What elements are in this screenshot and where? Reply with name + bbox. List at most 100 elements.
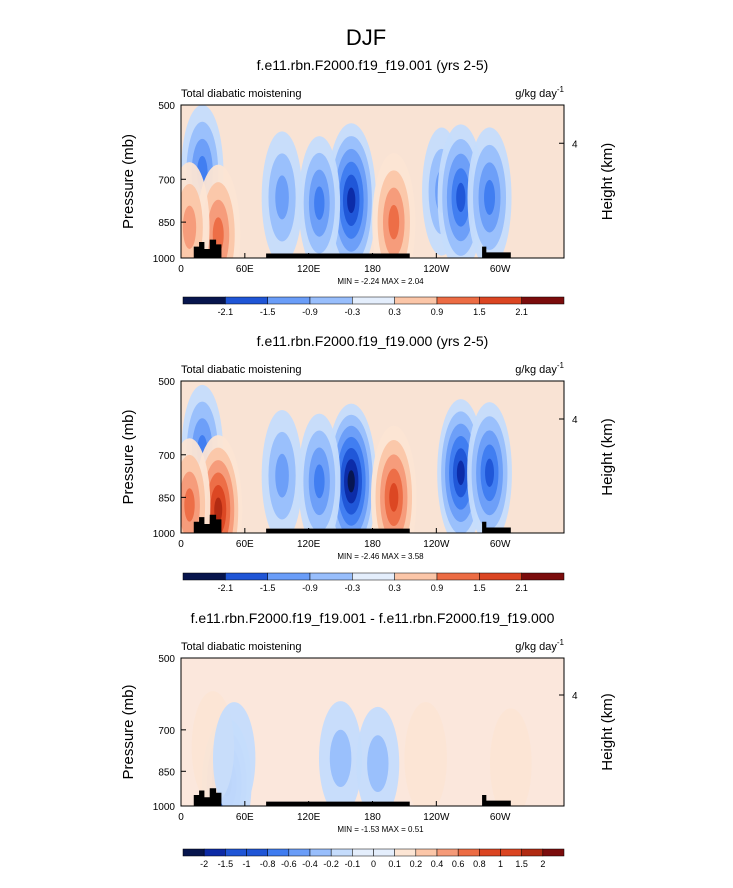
- panel-3: f.e11.rbn.F2000.f19_f19.001 - f.e11.rbn.…: [120, 610, 616, 869]
- topography-block-3: [482, 246, 511, 258]
- contour-level: [367, 735, 389, 793]
- colorbar-label: 0.9: [431, 307, 444, 317]
- contour-level: [490, 708, 532, 806]
- colorbar-label: -0.6: [281, 859, 297, 869]
- colorbar-label: -0.2: [323, 859, 339, 869]
- colorbar-box: [521, 296, 565, 305]
- panel-title: f.e11.rbn.F2000.f19_f19.000 (yrs 2-5): [257, 333, 489, 349]
- contour-level: [484, 179, 496, 215]
- field-feature-2: [298, 413, 341, 533]
- colorbar-box: [225, 572, 268, 581]
- colorbar-label: 0.9: [431, 583, 444, 593]
- y-tick-label: 700: [158, 175, 175, 186]
- colorbar-box: [479, 296, 522, 305]
- colorbar-box: [352, 296, 395, 305]
- colorbar-box: [542, 848, 565, 857]
- colorbar-box: [479, 848, 501, 857]
- colorbar-box: [436, 848, 459, 857]
- colorbar-label: -2.1: [218, 307, 234, 317]
- colorbar-label: -0.1: [345, 859, 361, 869]
- colorbar-label: -0.3: [345, 583, 361, 593]
- units-label: g/kg day-1: [515, 85, 564, 100]
- colorbar-label: -2: [200, 859, 208, 869]
- y-tick-label: 850: [158, 493, 175, 504]
- x-tick-label: 0: [178, 539, 184, 550]
- y-tick-label: 500: [158, 654, 175, 665]
- y-tick-label: 1000: [153, 254, 176, 265]
- field-feature-6: [467, 402, 512, 533]
- x-tick-label: 60W: [490, 264, 511, 275]
- panel-2: f.e11.rbn.F2000.f19_f19.000 (yrs 2-5) Tot…: [120, 333, 616, 593]
- colorbar-box: [246, 848, 268, 857]
- colorbar-label: 0.1: [388, 859, 401, 869]
- right-tick-label: 4: [572, 691, 578, 702]
- stats-label: MIN = -1.53 MAX = 0.51: [337, 825, 424, 834]
- colorbar-box: [267, 572, 311, 581]
- contour-field: [181, 658, 564, 806]
- colorbar-box: [267, 848, 290, 857]
- x-tick-label: 60E: [236, 539, 254, 550]
- x-tick-label: 60W: [490, 812, 511, 823]
- colorbar-box: [394, 296, 438, 305]
- contour-level: [182, 205, 197, 249]
- topography-block-3: [482, 795, 511, 806]
- panel-title: f.e11.rbn.F2000.f19_f19.001 (yrs 2-5): [257, 57, 489, 73]
- colorbar-label: -0.8: [260, 859, 276, 869]
- colorbar-box: [288, 848, 311, 857]
- topography-block-1: [193, 239, 222, 258]
- contour-field: [181, 381, 564, 533]
- colorbar-label: 1.5: [473, 583, 486, 593]
- contour-level: [456, 460, 465, 486]
- colorbar-label: 0.8: [473, 859, 486, 869]
- right-tick-label: 4: [572, 415, 578, 426]
- colorbar-box: [415, 848, 438, 857]
- colorbar-box: [521, 572, 565, 581]
- colorbar-box: [394, 848, 417, 857]
- colorbar-label: -2.1: [218, 583, 234, 593]
- colorbar-box: [436, 296, 480, 305]
- x-tick-label: 0: [178, 812, 184, 823]
- contour-level: [347, 187, 356, 214]
- y-tick-label: 1000: [153, 529, 176, 540]
- y-axis-title-right: Height (km): [599, 143, 616, 221]
- y-axis-title: Pressure (mb): [120, 409, 137, 504]
- topography-block-1: [193, 514, 222, 533]
- colorbar-label: 1.5: [473, 307, 486, 317]
- colorbar-label: 0.3: [388, 307, 401, 317]
- x-tick-label: 120W: [423, 539, 450, 550]
- x-tick-label: 120W: [423, 264, 450, 275]
- x-tick-label: 60E: [236, 812, 254, 823]
- contour-level: [485, 458, 495, 487]
- y-tick-label: 500: [158, 101, 175, 112]
- field-feature-6: [404, 702, 447, 806]
- topography-block-2: [266, 528, 410, 533]
- field-feature-7: [370, 425, 417, 533]
- colorbar-box: [203, 848, 226, 857]
- x-tick-label: 180: [364, 539, 381, 550]
- colorbar-label: 1: [498, 859, 503, 869]
- colorbar-box: [521, 848, 544, 857]
- topography-block-3: [482, 521, 511, 533]
- colorbar-label: -1.5: [260, 583, 276, 593]
- contour-level: [456, 182, 466, 213]
- figure-title: DJF: [346, 25, 386, 50]
- field-feature-8: [372, 153, 416, 258]
- field-feature-2: [356, 706, 400, 806]
- colorbar-box: [225, 848, 247, 857]
- field-feature-3: [261, 409, 303, 533]
- y-axis-title-right: Height (km): [599, 693, 616, 771]
- right-tick-label: 4: [572, 139, 578, 150]
- colorbar-label: 0: [371, 859, 376, 869]
- contour-level: [314, 186, 325, 220]
- colorbar-box: [352, 572, 395, 581]
- colorbar-label: -0.4: [302, 859, 318, 869]
- contour-level: [329, 729, 352, 787]
- colorbar-box: [330, 848, 353, 857]
- contour-level: [213, 702, 256, 806]
- units-label: g/kg day-1: [515, 638, 564, 653]
- colorbar-box: [182, 572, 226, 581]
- colorbar-label: -1.5: [260, 307, 276, 317]
- colorbar: -2.1 -1.5 -0.9 -0.3 0.3 0.9 1.5 2.1: [182, 296, 565, 317]
- contour-level: [184, 488, 195, 522]
- colorbar-label: 1.5: [515, 859, 528, 869]
